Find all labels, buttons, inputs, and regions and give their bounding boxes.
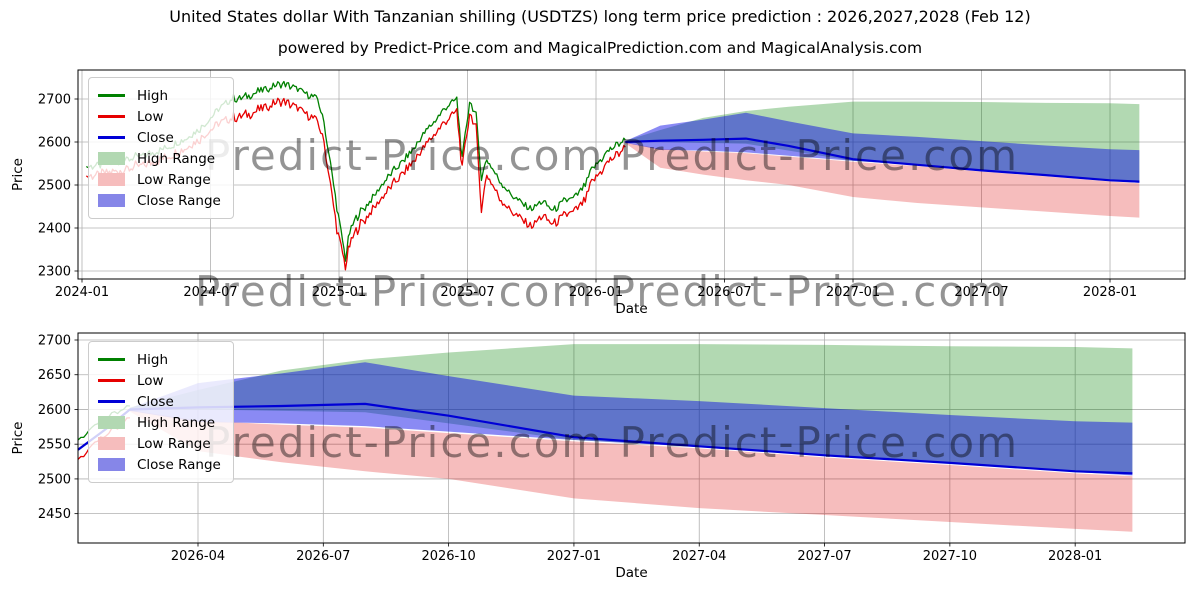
y-tick-label: 2550 [38,438,71,453]
x-tick-label: 2028-01 [1048,549,1102,564]
legend-label: Close [137,129,174,146]
legend-label: Low [137,372,164,389]
price-axis-label: Price [10,158,26,191]
prediction-zoom-chart: Predict-Price.com Predict-Price.com 2026-… [10,332,1186,581]
legend-item-high-range: High Range [98,412,221,433]
x-tick-label: 2026-07 [296,549,350,564]
x-tick-label: 2024-01 [55,285,109,300]
legend-label: High [137,87,169,104]
y-tick-label: 2650 [38,368,71,383]
low-line-swatch [98,379,125,382]
low-line-swatch [98,115,125,118]
legend-label: Close Range [137,456,221,473]
close-range-swatch [98,458,125,471]
legend-label: Low Range [137,435,211,452]
y-tick-label: 2700 [38,334,71,349]
legend-label: Close Range [137,192,221,209]
legend-item-close: Close [98,127,221,148]
low-range-swatch [98,173,125,186]
y-tick-label: 2700 [38,93,71,108]
x-tick-label: 2027-04 [672,549,726,564]
x-tick-label: 2026-01 [569,285,623,300]
high-range-swatch [98,416,125,429]
legend-item-low-range: Low Range [98,433,221,454]
legend-item-low: Low [98,106,221,127]
close-range-band [625,112,1140,183]
x-tick-label: 2024-07 [183,285,237,300]
low-range-band [625,142,1140,218]
high-range-band [625,101,1140,182]
page-subtitle: powered by Predict-Price.com and Magical… [277,39,923,57]
x-tick-label: 2025-07 [440,285,494,300]
watermark: Predict-Price.com Predict-Price.com [205,418,1019,467]
legend-item-low: Low [98,370,221,391]
plot-border [77,332,1186,544]
y-tick-label: 2300 [38,265,71,280]
close-line [625,137,1140,183]
legend-item-close: Close [98,391,221,412]
close-line-swatch [98,136,125,139]
legend-item-high: High [98,349,221,370]
low-range-swatch [98,437,125,450]
x-tick-label: 2028-01 [1083,285,1137,300]
watermark: Predict-Price.com Predict-Price.com [205,131,1019,180]
y-tick-label: 2450 [38,507,71,522]
y-tick-label: 2600 [38,136,71,151]
legend-label: High [137,351,169,368]
plot-border [77,69,1186,280]
x-tick-label: 2027-01 [547,549,601,564]
x-tick-label: 2026-04 [171,549,225,564]
high-line-swatch [98,358,125,361]
legend-item-low-range: Low Range [98,169,221,190]
x-tick-label: 2025-01 [312,285,366,300]
high-range-swatch [98,152,125,165]
price-history-prediction-chart: Predict-Price.com Predict-Price.com Predi… [10,69,1186,317]
x-tick-label: 2027-10 [923,549,977,564]
x-tick-label: 2027-07 [797,549,851,564]
close-range-swatch [98,194,125,207]
legend-item-close-range: Close Range [98,454,221,475]
x-tick-label: 2027-01 [826,285,880,300]
legend-top: High Low Close High Range Low Range Clos… [88,77,234,219]
watermark: Predict-Price.com Predict-Price.com [195,267,1009,316]
price-axis-label: Price [10,422,26,455]
date-axis-label: Date [615,565,647,581]
legend-label: High Range [137,150,216,167]
legend-item-high-range: High Range [98,148,221,169]
x-tick-label: 2026-07 [697,285,751,300]
x-tick-label: 2026-10 [421,549,475,564]
close-range-band [129,362,1133,476]
legend-label: High Range [137,414,216,431]
close-line-swatch [98,400,125,403]
legend-bottom: High Low Close High Range Low Range Clos… [88,341,234,483]
legend-item-close-range: Close Range [98,190,221,211]
y-tick-label: 2500 [38,472,71,487]
y-tick-label: 2500 [38,179,71,194]
legend-label: Low [137,108,164,125]
y-tick-label: 2400 [38,222,71,237]
legend-label: Low Range [137,171,211,188]
low-range-band [129,410,1133,532]
y-tick-label: 2600 [38,403,71,418]
legend-item-high: High [98,85,221,106]
date-axis-label: Date [615,301,647,317]
x-tick-label: 2027-07 [954,285,1008,300]
high-line-swatch [98,94,125,97]
page-title: United States dollar With Tanzanian shil… [169,7,1031,26]
legend-label: Close [137,393,174,410]
high-range-band [129,344,1133,474]
